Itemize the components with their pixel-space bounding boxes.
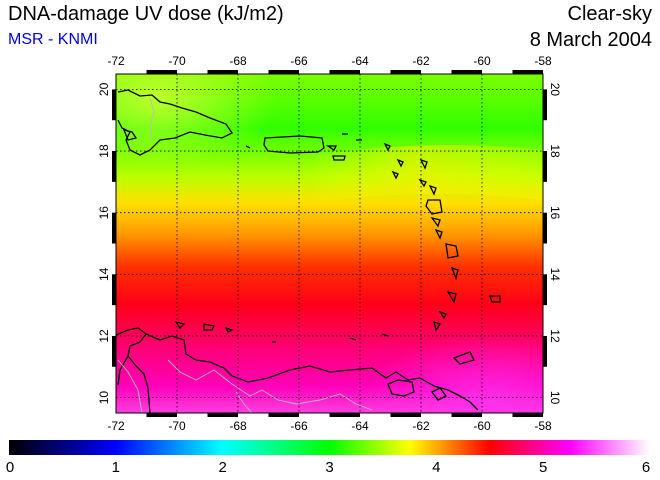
- lon-tick-label-bottom: -60: [473, 419, 491, 433]
- lat-tick-label-left: 18: [97, 144, 111, 158]
- lon-tick-label-top: -70: [168, 54, 186, 68]
- lon-tick-label-bottom: -58: [534, 419, 552, 433]
- frame-bar: [390, 413, 421, 417]
- lat-tick-label-right: 16: [548, 206, 562, 220]
- sky-condition-label: Clear-sky: [567, 3, 652, 25]
- frame-bar: [451, 413, 482, 417]
- frame-bar: [146, 70, 177, 74]
- lat-tick-label-right: 10: [548, 391, 562, 405]
- frame-bar: [268, 70, 299, 74]
- lon-tick-label-top: -60: [473, 54, 491, 68]
- colorbar-tick-label: 0: [5, 459, 15, 476]
- lon-tick-label-bottom: -68: [229, 419, 247, 433]
- frame-bar: [329, 413, 360, 417]
- graticule: [116, 74, 543, 413]
- lat-tick-label-right: 18: [548, 144, 562, 158]
- lon-tick-label-bottom: -62: [412, 419, 430, 433]
- colorbar-tick-label: 4: [432, 459, 441, 476]
- source-label: MSR - KNMI: [8, 31, 98, 48]
- lat-tick-label-left: 20: [97, 82, 111, 96]
- frame-bar: [512, 70, 543, 74]
- date-label: 8 March 2004: [529, 29, 652, 51]
- lon-tick-label-bottom: -72: [107, 419, 125, 433]
- coastlines: [116, 89, 501, 413]
- south-america-coast: [116, 327, 479, 413]
- frame-bar: [207, 70, 238, 74]
- frame-bar: [268, 413, 299, 417]
- colorbar-tick-label: 5: [538, 459, 548, 476]
- frame-bar: [512, 413, 543, 417]
- frame-bar: [207, 413, 238, 417]
- frame-bar: [112, 274, 116, 306]
- lon-tick-label-bottom: -64: [351, 419, 369, 433]
- lon-tick-label-top: -68: [229, 54, 247, 68]
- lat-tick-label-left: 10: [97, 391, 111, 405]
- frame-bar: [543, 89, 547, 121]
- frame-bar: [543, 151, 547, 182]
- colorbar-tick-label: 6: [641, 459, 651, 476]
- frame-bar: [146, 413, 177, 417]
- lat-tick-label-right: 12: [548, 329, 562, 343]
- lat-tick-label-left: 16: [97, 206, 111, 220]
- lon-tick-label-bottom: -70: [168, 419, 186, 433]
- colorbar-tick-label: 2: [218, 459, 227, 476]
- hispaniola-coast: [117, 89, 233, 156]
- political-borders: [117, 97, 373, 413]
- lon-tick-label-top: -62: [412, 54, 430, 68]
- frame-bar: [112, 212, 116, 244]
- map-title: DNA-damage UV dose (kJ/m2): [8, 3, 284, 25]
- lon-tick-label-top: -72: [107, 54, 125, 68]
- colorbar: [9, 440, 650, 455]
- tick-labels: -72 -72 -70 -70 -68 -68 -66 -66 -64 -64 -62 -62 -60 -…: [97, 54, 562, 433]
- frame-bar: [112, 89, 116, 121]
- frame-bar: [390, 70, 421, 74]
- frame-bar: [543, 335, 547, 367]
- colorbar-tick-label: 1: [111, 459, 120, 476]
- lon-tick-label-top: -58: [534, 54, 552, 68]
- lat-tick-label-right: 20: [548, 83, 562, 97]
- lon-tick-label-top: -66: [290, 54, 308, 68]
- frame-bar: [543, 212, 547, 244]
- frame-bar: [329, 70, 360, 74]
- uv-field: [116, 74, 543, 413]
- frame-bar: [451, 70, 482, 74]
- lon-tick-label-top: -64: [351, 54, 369, 68]
- colorbar-tick-label: 3: [325, 459, 334, 476]
- frame-bar: [112, 335, 116, 367]
- lat-tick-label-left: 12: [97, 329, 111, 343]
- lat-tick-label-right: 14: [548, 268, 562, 282]
- frame-bar: [543, 274, 547, 306]
- frame-bar: [112, 151, 116, 182]
- lon-tick-label-bottom: -66: [290, 419, 308, 433]
- lat-tick-label-left: 14: [97, 267, 111, 281]
- map-frame: [112, 70, 547, 417]
- puerto-rico-coast: [263, 135, 325, 154]
